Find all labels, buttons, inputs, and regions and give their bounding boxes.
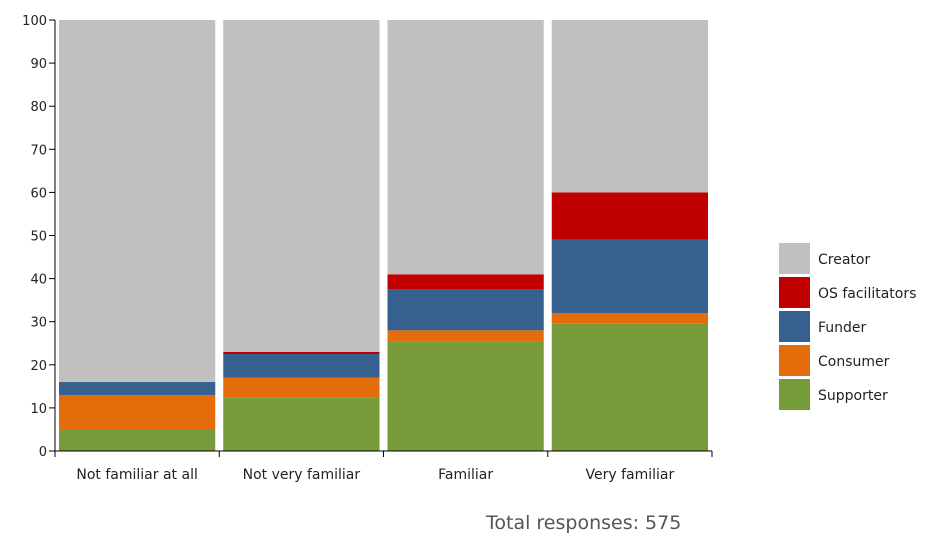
bar-segment-funder <box>387 289 544 331</box>
legend: Creator OS facilitators Funder Consumer Supp… <box>779 243 916 410</box>
total-responses-label: Total responses: 575 <box>486 512 682 534</box>
bar-segment-funder <box>223 354 380 378</box>
bar-segment-creator <box>223 20 380 352</box>
legend-label: Supporter <box>818 388 888 404</box>
legend-swatch <box>779 345 810 376</box>
x-tick-label: Not familiar at all <box>76 467 197 483</box>
y-tick-label: 70 <box>30 143 47 158</box>
bar-segment-consumer <box>387 330 544 342</box>
x-tick-label: Not very familiar <box>243 467 361 483</box>
y-tick-label: 60 <box>30 186 47 201</box>
bar-segment-consumer <box>223 377 380 398</box>
legend-swatch <box>779 379 810 410</box>
bar-segment-os-facilitators <box>551 192 708 240</box>
bar-segment-supporter <box>223 397 380 451</box>
x-tick-label: Very familiar <box>586 467 675 483</box>
bar-segment-os-facilitators <box>223 351 380 355</box>
y-tick-label: 90 <box>30 57 47 72</box>
legend-swatch <box>779 243 810 274</box>
bar-segment-supporter <box>59 429 216 451</box>
legend-swatch <box>779 277 810 308</box>
y-tick-label: 10 <box>30 402 47 417</box>
bar-segment-funder <box>551 239 708 314</box>
x-axis: Not familiar at all Not very familiar Fami… <box>54 450 713 483</box>
bar-segment-creator <box>59 20 216 383</box>
bar-segment-supporter <box>551 323 708 451</box>
legend-label: OS facilitators <box>818 286 916 302</box>
y-tick-label: 100 <box>22 14 47 29</box>
y-tick-label: 0 <box>39 445 47 460</box>
y-tick-label: 30 <box>30 316 47 331</box>
bar-segment-consumer <box>551 313 708 324</box>
bars-group <box>59 20 708 451</box>
bar-segment-creator <box>387 20 544 275</box>
y-axis: 0 10 20 30 40 50 60 70 80 90 100 <box>22 14 56 460</box>
y-tick-label: 40 <box>30 273 47 288</box>
bar-segment-funder <box>59 382 216 395</box>
bar-segment-creator <box>551 20 708 193</box>
bar-segment-os-facilitators <box>387 274 544 290</box>
y-tick-label: 80 <box>30 100 47 115</box>
legend-label: Consumer <box>818 354 890 370</box>
y-tick-label: 20 <box>30 359 47 374</box>
legend-swatch <box>779 311 810 342</box>
legend-label: Creator <box>818 252 870 268</box>
y-tick-label: 50 <box>30 230 47 245</box>
bar-segment-supporter <box>387 341 544 451</box>
bar-segment-consumer <box>59 394 216 430</box>
legend-label: Funder <box>818 320 867 336</box>
x-tick-label: Familiar <box>438 467 493 483</box>
